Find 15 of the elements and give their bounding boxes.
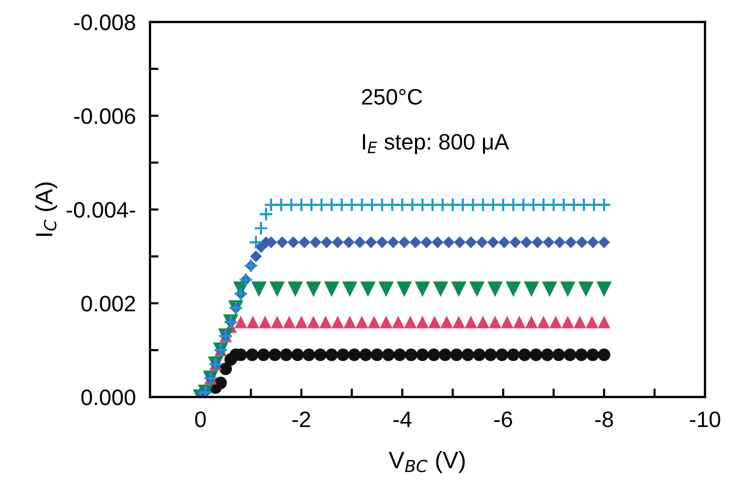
x-tick-label: 0 [195,411,206,428]
y-tick-label: -0.006 [74,108,136,124]
x-tick-label: -8 [595,411,614,428]
x-tick-label: -4 [393,412,412,427]
x-tick-label: -2 [292,411,310,427]
y-axis-title: I$_{C}$ (A) [35,182,58,236]
x-axis-title: V$_{BC}$ (V) [388,451,465,474]
annotation: I$_{E}$ step: 800 μA [362,134,510,154]
y-tick-label: 0.000 [81,390,136,406]
x-tick-label: -10 [690,411,720,428]
y-tick-label: 0.002 [81,296,135,312]
annotation: 250°C [362,88,422,105]
y-tick-label: -0.004- [66,202,136,218]
y-tick-label: -0.008 [74,14,136,30]
x-tick-label: -6 [494,411,512,428]
